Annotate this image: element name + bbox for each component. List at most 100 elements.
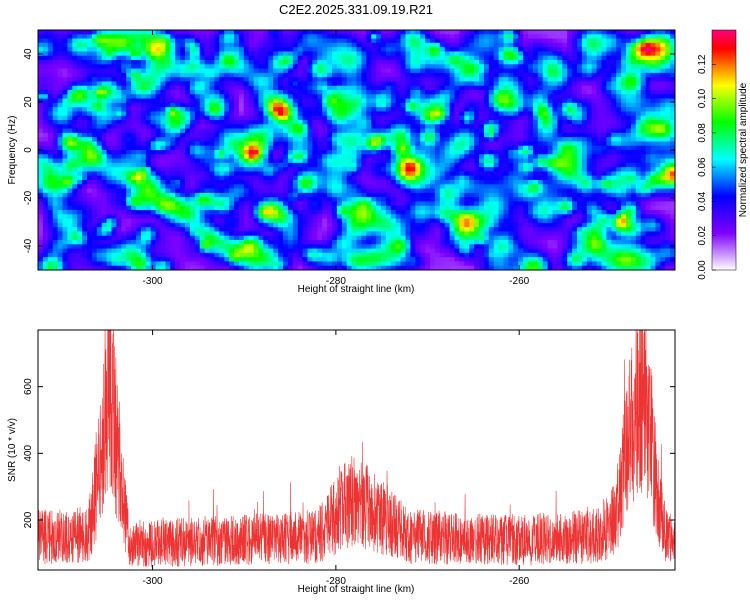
heatmap-cell (199, 145, 205, 151)
heatmap-cell (77, 107, 83, 112)
heatmap-cell (434, 47, 441, 52)
heatmap-cell (155, 47, 161, 52)
heatmap-cell (317, 171, 323, 177)
heatmap-cell (645, 111, 651, 117)
heatmap-cell (346, 132, 352, 138)
heatmap-cell (385, 51, 392, 57)
heatmap-cell (518, 81, 524, 87)
heatmap-cell (459, 120, 465, 125)
heatmap-cell (77, 90, 83, 95)
heatmap-cell (278, 141, 284, 147)
heatmap-cell (626, 47, 632, 52)
heatmap-cell (175, 107, 181, 112)
heatmap-cell (606, 77, 612, 82)
heatmap-cell (366, 184, 372, 189)
heatmap-cell (581, 77, 588, 82)
heatmap-cell (47, 98, 54, 104)
heatmap-cell (557, 141, 563, 147)
heatmap-cell (273, 30, 279, 35)
heatmap-cell (523, 85, 529, 91)
heatmap-cell (371, 51, 377, 57)
heatmap-cell (165, 94, 171, 99)
heatmap-cell (302, 34, 308, 39)
heatmap-cell (581, 124, 588, 129)
heatmap-cell (136, 175, 142, 181)
heatmap-cell (263, 60, 269, 65)
heatmap-cell (145, 94, 152, 99)
heatmap-cell (361, 85, 367, 91)
heatmap-cell (596, 38, 602, 44)
heatmap-cell (297, 38, 303, 44)
heatmap-cell (238, 107, 245, 112)
heatmap-cell (434, 34, 441, 39)
heatmap-cell (552, 30, 558, 35)
heatmap-cell (116, 47, 122, 52)
heatmap-cell (199, 111, 205, 117)
heatmap-cell (366, 180, 372, 185)
heatmap-cell (87, 102, 93, 108)
heatmap-cell (116, 94, 122, 99)
heatmap-cell (606, 184, 612, 189)
heatmap-cell (626, 154, 632, 159)
heatmap-cell (469, 81, 475, 87)
heatmap-cell (312, 72, 318, 78)
heatmap-cell (346, 60, 352, 65)
heatmap-cell (626, 184, 632, 189)
heatmap-cell (175, 154, 181, 159)
heatmap-cell (224, 47, 230, 52)
heatmap-cell (57, 111, 63, 117)
heatmap-cell (366, 115, 372, 121)
heatmap-cell (381, 47, 387, 52)
heatmap-cell (42, 137, 49, 142)
heatmap-cell (660, 150, 666, 155)
heatmap-cell (229, 85, 235, 91)
heatmap-cell (537, 94, 544, 99)
heatmap-cell (116, 184, 122, 189)
heatmap-cell (62, 120, 68, 125)
heatmap-cell (439, 115, 446, 121)
heatmap-cell (655, 158, 661, 164)
heatmap-cell (77, 81, 83, 87)
heatmap-cell (591, 85, 597, 91)
heatmap-cell (189, 42, 196, 48)
heatmap-cell (170, 111, 176, 117)
heatmap-cell (317, 30, 323, 35)
heatmap-cell (430, 68, 436, 74)
heatmap-cell (287, 47, 294, 52)
heatmap-cell (581, 38, 588, 44)
heatmap-cell (577, 60, 583, 65)
heatmap-cell (322, 81, 328, 87)
heatmap-cell (459, 145, 465, 151)
heatmap-cell (238, 72, 245, 78)
heatmap-cell (229, 171, 235, 177)
heatmap-cell (518, 107, 524, 112)
heatmap-cell (444, 47, 450, 52)
heatmap-cell (42, 171, 49, 177)
heatmap-cell (596, 128, 602, 134)
heatmap-cell (650, 132, 656, 138)
heatmap-cell (528, 55, 534, 61)
heatmap-cell (557, 34, 563, 39)
heatmap-cell (361, 64, 367, 69)
heatmap-cell (479, 102, 485, 108)
heatmap-cell (96, 102, 103, 108)
heatmap-cell (366, 90, 372, 95)
heatmap-cell (410, 60, 416, 65)
heatmap-cell (283, 115, 289, 121)
heatmap-cell (400, 98, 406, 104)
heatmap-cell (591, 55, 597, 61)
heatmap-cell (155, 167, 161, 172)
heatmap-cell (454, 47, 460, 52)
heatmap-cell (498, 107, 504, 112)
heatmap-cell (488, 34, 495, 39)
heatmap-cell (626, 94, 632, 99)
heatmap-cell (194, 85, 201, 91)
heatmap-cell (616, 188, 622, 194)
heatmap-cell (253, 184, 259, 189)
heatmap-cell (483, 120, 490, 125)
heatmap-cell (640, 175, 646, 181)
heatmap-cell (611, 55, 617, 61)
heatmap-cell (385, 38, 392, 44)
heatmap-cell (390, 90, 397, 95)
heatmap-cell (356, 150, 362, 155)
